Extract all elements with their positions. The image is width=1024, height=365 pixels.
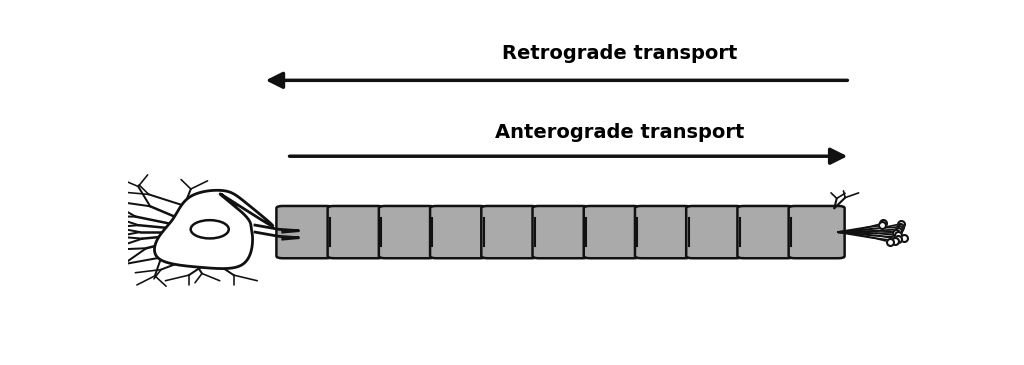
FancyBboxPatch shape [686, 206, 742, 258]
FancyBboxPatch shape [481, 206, 538, 258]
Text: Anterograde transport: Anterograde transport [496, 123, 744, 142]
FancyBboxPatch shape [737, 206, 794, 258]
FancyBboxPatch shape [532, 206, 589, 258]
FancyBboxPatch shape [788, 206, 845, 258]
FancyBboxPatch shape [379, 206, 435, 258]
Ellipse shape [190, 220, 228, 238]
Polygon shape [155, 190, 272, 269]
FancyBboxPatch shape [276, 206, 333, 258]
FancyBboxPatch shape [430, 206, 486, 258]
Text: Retrograde transport: Retrograde transport [503, 45, 737, 64]
FancyBboxPatch shape [328, 206, 384, 258]
FancyBboxPatch shape [635, 206, 691, 258]
FancyBboxPatch shape [584, 206, 640, 258]
